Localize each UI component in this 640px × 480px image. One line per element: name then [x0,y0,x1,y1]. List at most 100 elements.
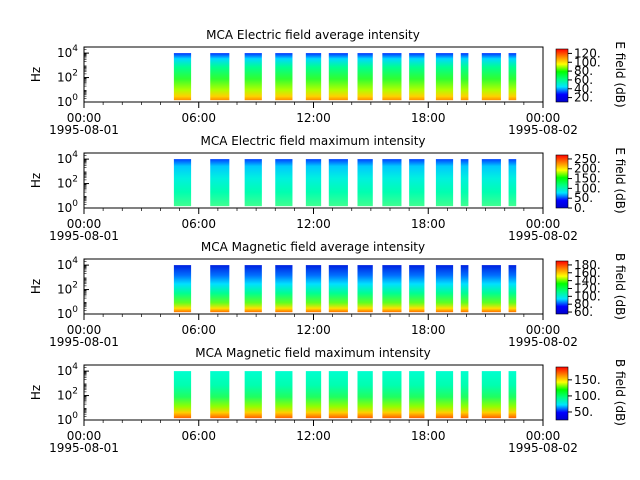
spectrogram-segment [481,159,501,207]
spectrogram-segment [173,159,192,207]
panel-2: MCA Electric field maximum intensity Hz 10… [29,134,627,243]
x-tick-label: 06:00 [181,111,216,125]
panel-1: MCA Electric field average intensity Hz 10… [29,28,627,137]
spectrogram-segment [435,371,454,419]
spectrogram-segment [244,53,262,101]
y-tick-label: 104 [57,44,78,60]
spectrogram-segment [357,265,373,313]
y-tick-label: 102 [57,387,78,403]
spectrogram-segment [481,371,501,419]
spectrogram-segment [275,159,293,207]
spectrogram-segment [328,159,348,207]
colorbar-label: E field (dB) [613,147,627,213]
colorbar-tick-label: 100. [574,389,601,403]
colorbar-tick-label: 60. [574,305,593,319]
spectrogram-segment [210,159,230,207]
x-tick-label: 12:00 [296,217,331,231]
spectrogram-segment [173,265,192,313]
colorbar-tick-label: 20. [574,91,593,105]
spectrogram-segment [275,265,293,313]
spectrogram-segment [244,371,262,419]
spectrogram-segment [305,265,322,313]
spectrogram-segment [409,53,425,101]
x-tick-label: 18:00 [411,429,446,443]
spectrogram-segment [382,53,402,101]
colorbar-tick-label: 80. [574,64,593,78]
y-tick-label: 104 [57,362,78,378]
x-tick-label: 06:00 [181,429,216,443]
y-tick-label: 100 [57,199,78,215]
x-tick-date-label: 1995-08-01 [49,335,119,349]
y-tick-label: 100 [57,411,78,427]
spectrogram-segment [382,265,402,313]
panel-title: MCA Magnetic field maximum intensity [195,346,431,360]
colorbar-tick-label: 50. [574,405,593,419]
x-tick-label: 06:00 [181,323,216,337]
colorbar-label: B field (dB) [613,359,627,426]
y-axis-label: Hz [29,67,43,82]
colorbar-tick-label: 250. [574,152,601,166]
x-tick-date-label: 1995-08-02 [508,229,578,243]
spectrogram-segment [409,159,425,207]
spectrogram-segment [357,371,373,419]
spectrogram-segment [409,265,425,313]
spectrogram-segment [460,159,469,207]
colorbar-tick-label: 50. [574,191,593,205]
spectrogram-segment [508,371,517,419]
colorbar-tick-label: 120. [574,281,601,295]
spectrogram-segment [460,265,469,313]
x-tick-label: 12:00 [296,429,331,443]
spectrogram-segment [435,53,454,101]
colorbar-label: E field (dB) [613,41,627,107]
spectrogram-segment [305,159,322,207]
spectrogram-segment [357,159,373,207]
spectrogram-segment [508,265,517,313]
spectrogram-segment [328,53,348,101]
colorbar-tick-label: 150. [574,373,601,387]
spectrogram-segment [481,53,501,101]
spectrogram-segment [210,53,230,101]
spectrogram-segment [305,53,322,101]
colorbar-tick-label: 150. [574,172,601,186]
colorbar-tick-label: 180. [574,258,601,272]
colorbar-tick-label: 120. [574,46,601,60]
y-tick-label: 102 [57,175,78,191]
panel-4: MCA Magnetic field maximum intensity Hz 10… [29,346,627,455]
spectrogram-segment [382,371,402,419]
spectrogram-segment [244,265,262,313]
spectrogram-segment [382,159,402,207]
spectrogram-segment [508,53,517,101]
y-tick-label: 102 [57,281,78,297]
x-tick-date-label: 1995-08-01 [49,229,119,243]
colorbar-tick-label: 40. [574,82,593,96]
colorbar-tick-label: 100. [574,181,601,195]
spectrogram-segment [435,265,454,313]
colorbar-tick-label: 100. [574,55,601,69]
x-tick-date-label: 1995-08-02 [508,441,578,455]
colorbar-tick-label: 200. [574,162,601,176]
panel-title: MCA Electric field maximum intensity [200,134,425,148]
spectrogram-segment [173,371,192,419]
spectrogram-segment [275,53,293,101]
y-tick-label: 104 [57,150,78,166]
colorbar-tick-label: 60. [574,73,593,87]
x-tick-label: 00:00 [526,429,561,443]
spectrogram-segment [328,265,348,313]
x-tick-label: 18:00 [411,217,446,231]
x-tick-date-label: 1995-08-01 [49,441,119,455]
colorbar [555,260,569,315]
y-axis-label: Hz [29,173,43,188]
x-tick-label: 00:00 [67,323,102,337]
spectrogram-segment [409,371,425,419]
x-tick-label: 00:00 [67,429,102,443]
x-tick-label: 18:00 [411,323,446,337]
x-tick-label: 00:00 [67,111,102,125]
x-tick-label: 12:00 [296,111,331,125]
colorbar-label: B field (dB) [613,253,627,320]
spectrogram-segment [328,371,348,419]
colorbar-tick-label: 100. [574,289,601,303]
colorbar [555,154,569,209]
spectrogram-segment [460,371,469,419]
spectrogram-segment [481,265,501,313]
